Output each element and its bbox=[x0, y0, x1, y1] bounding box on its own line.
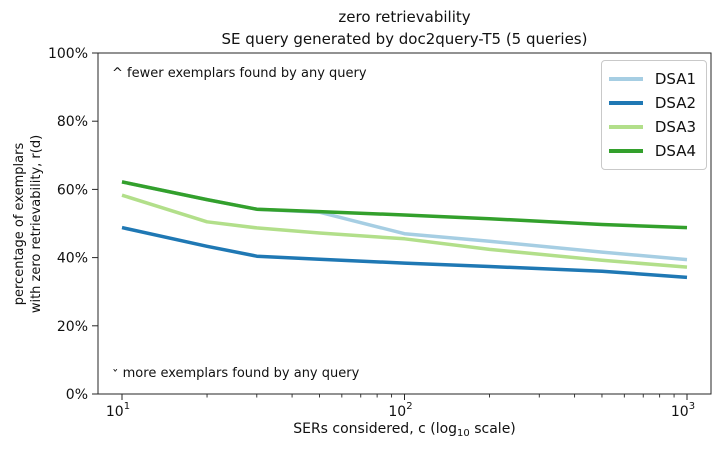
annotation-more-exemplars: ˇ more exemplars found by any query bbox=[112, 366, 360, 384]
annotation-top-text: fewer exemplars found by any query bbox=[127, 66, 367, 81]
y-tick-label: 20% bbox=[57, 319, 88, 335]
legend-item-dsa2: DSA2 bbox=[608, 91, 696, 115]
dsa2-line-swatch bbox=[608, 101, 643, 105]
legend-label-dsa1: DSA1 bbox=[654, 70, 696, 88]
y-tick-label: 80% bbox=[57, 114, 88, 130]
y-tick-label: 100% bbox=[48, 46, 88, 62]
caret-down-icon: ˇ bbox=[112, 369, 119, 384]
x-axis-label-suffix: scale) bbox=[469, 421, 516, 437]
dsa4-line-swatch bbox=[608, 149, 643, 153]
x-axis-label: SERs considered, c (log10 scale) bbox=[98, 421, 711, 439]
dsa1-line-swatch bbox=[608, 77, 643, 81]
legend-item-dsa1: DSA1 bbox=[608, 67, 696, 91]
x-tick-label: 101 bbox=[106, 401, 130, 420]
series-line-dsa2 bbox=[121, 225, 688, 280]
y-tick-label: 0% bbox=[66, 387, 88, 403]
legend-label-dsa2: DSA2 bbox=[654, 94, 696, 112]
annotation-fewer-exemplars: ^ fewer exemplars found by any query bbox=[112, 66, 367, 81]
y-tick-label: 40% bbox=[57, 251, 88, 267]
chart-subtitle: SE query generated by doc2query-T5 (5 qu… bbox=[221, 30, 588, 48]
series-line-dsa3 bbox=[121, 193, 688, 269]
x-axis-label-prefix: SERs considered, c (log bbox=[293, 421, 458, 437]
series-line-dsa4 bbox=[121, 180, 688, 230]
legend-item-dsa3: DSA3 bbox=[608, 115, 696, 139]
chart-title-block: zero retrievability SE query generated b… bbox=[98, 6, 711, 50]
legend: DSA1 DSA2 DSA3 DSA4 bbox=[600, 60, 707, 170]
x-tick-label: 102 bbox=[388, 401, 412, 420]
caret-up-icon: ^ bbox=[112, 66, 123, 81]
legend-label-dsa3: DSA3 bbox=[654, 118, 696, 136]
y-tick-label: 60% bbox=[57, 182, 88, 198]
annotation-bottom-text: more exemplars found by any query bbox=[122, 366, 360, 381]
x-tick-label: 103 bbox=[671, 401, 695, 420]
chart-title: zero retrievability bbox=[338, 8, 471, 26]
dsa3-line-swatch bbox=[608, 125, 643, 129]
legend-label-dsa4: DSA4 bbox=[654, 142, 696, 160]
x-axis-label-subscript: 10 bbox=[457, 428, 470, 439]
legend-item-dsa4: DSA4 bbox=[608, 139, 696, 163]
